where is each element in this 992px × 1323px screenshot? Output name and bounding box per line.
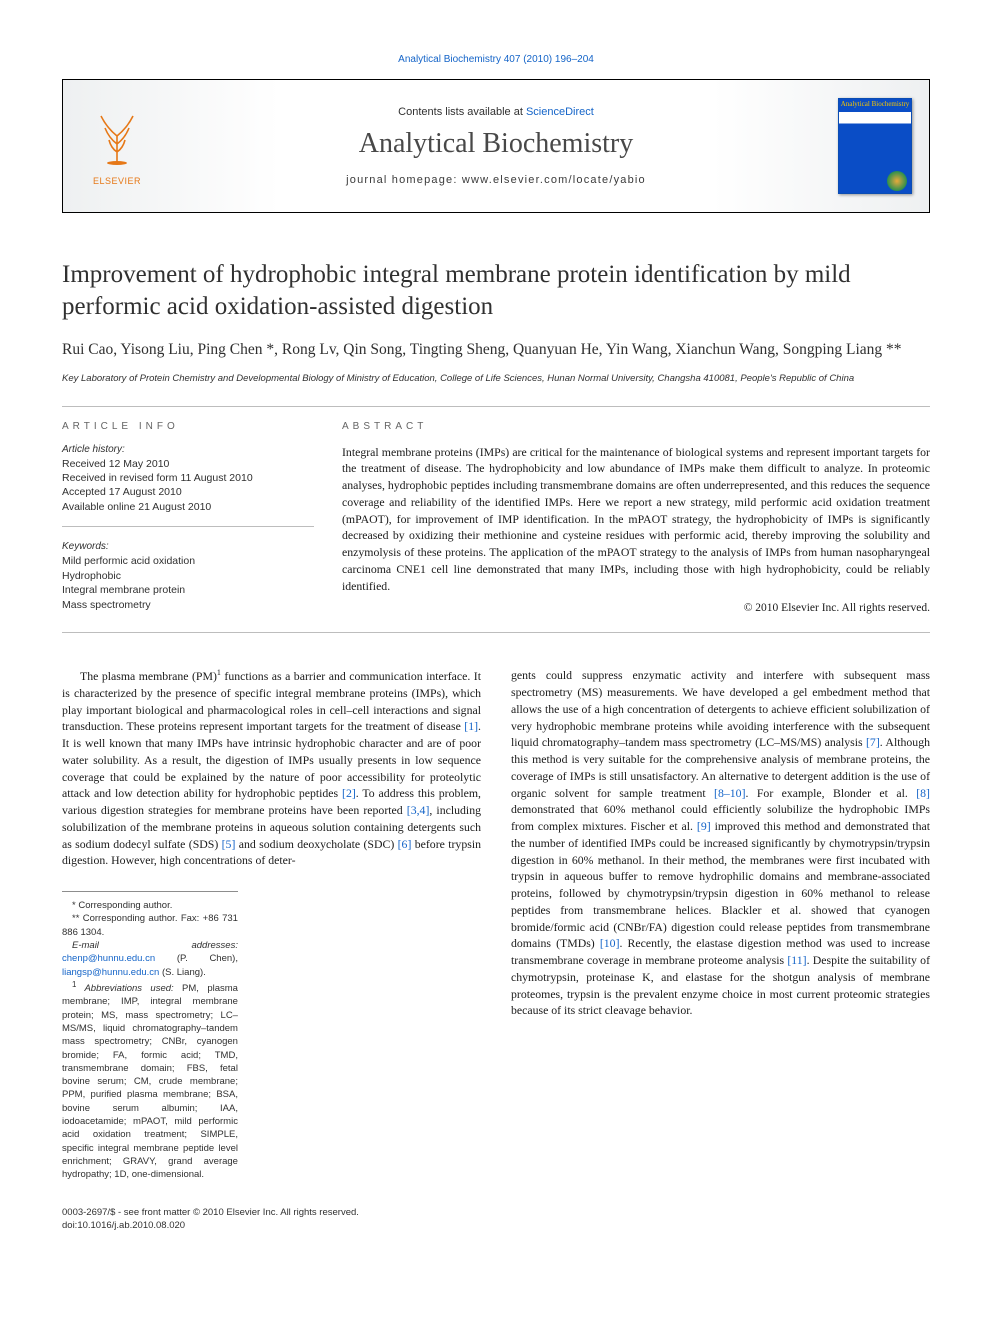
body-columns: The plasma membrane (PM)1 functions as a… [62,667,930,1232]
ref-link[interactable]: [11] [787,953,806,967]
journal-cover-art-icon [887,171,907,191]
journal-cover-container: Analytical Biochemistry [821,80,929,212]
journal-masthead: ELSEVIER Contents lists available at Sci… [62,79,930,213]
ref-link[interactable]: [3,4] [407,803,430,817]
footnotes-block: * Corresponding author. ** Corresponding… [62,891,238,1181]
ref-link[interactable]: [1] [464,719,478,733]
publisher-logo-container: ELSEVIER [63,80,171,212]
ref-link[interactable]: [8] [916,786,930,800]
keyword: Mass spectrometry [62,598,314,612]
body-column-left: The plasma membrane (PM)1 functions as a… [62,667,481,1232]
ref-link[interactable]: [9] [697,819,711,833]
email-label: E-mail addresses: [72,940,238,951]
history-received: Received 12 May 2010 [62,457,314,471]
journal-cover: Analytical Biochemistry [838,98,912,194]
history-accepted: Accepted 17 August 2010 [62,485,314,499]
journal-cover-title: Analytical Biochemistry [839,101,911,109]
keyword: Mild performic acid oxidation [62,554,314,568]
page-header-link[interactable]: Analytical Biochemistry 407 (2010) 196–2… [398,54,594,65]
publisher-name: ELSEVIER [93,176,141,186]
keyword: Integral membrane protein [62,583,314,597]
title-block: Improvement of hydrophobic integral memb… [62,259,930,386]
abstract-column: ABSTRACT Integral membrane proteins (IMP… [342,421,930,615]
body-paragraph: gents could suppress enzymatic activity … [511,667,930,1019]
contents-prefix: Contents lists available at [398,106,526,118]
article-info-head: ARTICLE INFO [62,421,314,432]
ref-link[interactable]: [6] [398,837,412,851]
affiliation: Key Laboratory of Protein Chemistry and … [62,373,930,386]
info-abstract-row: ARTICLE INFO Article history: Received 1… [62,421,930,615]
ref-link[interactable]: [10] [600,936,620,950]
homepage-url[interactable]: www.elsevier.com/locate/yabio [462,174,646,186]
author-list: Rui Cao, Yisong Liu, Ping Chen *, Rong L… [62,339,930,361]
journal-homepage-line: journal homepage: www.elsevier.com/locat… [346,174,646,186]
footnote-corresponding-2: ** Corresponding author. Fax: +86 731 88… [62,912,238,939]
ref-link[interactable]: [2] [342,786,356,800]
abstract-text: Integral membrane proteins (IMPs) are cr… [342,444,930,595]
elsevier-logo: ELSEVIER [81,102,153,190]
abbr-label: Abbreviations used: [76,983,173,994]
divider [62,406,930,407]
email-who: (S. Liang). [159,967,205,978]
history-online: Available online 21 August 2010 [62,500,314,514]
body-column-right: gents could suppress enzymatic activity … [511,667,930,1232]
email-link[interactable]: chenp@hunnu.edu.cn [62,953,155,964]
history-revised: Received in revised form 11 August 2010 [62,471,314,485]
ref-link[interactable]: [7] [866,735,880,749]
bottom-meta: 0003-2697/$ - see front matter © 2010 El… [62,1206,481,1233]
ref-link[interactable]: [5] [222,837,236,851]
ref-link[interactable]: [8–10] [714,786,745,800]
homepage-label: journal homepage: [346,174,462,186]
divider [62,632,930,633]
body-text-run: and sodium deoxycholate (SDC) [235,837,397,851]
elsevier-tree-icon [89,106,145,172]
article-history-label: Article history: [62,444,314,455]
email-link[interactable]: liangsp@hunnu.edu.cn [62,967,159,978]
page-header: Analytical Biochemistry 407 (2010) 196–2… [62,54,930,65]
journal-name: Analytical Biochemistry [359,128,634,160]
keyword: Hydrophobic [62,569,314,583]
footnote-corresponding-1: * Corresponding author. [62,899,238,912]
abstract-copyright: © 2010 Elsevier Inc. All rights reserved… [342,602,930,614]
body-paragraph: The plasma membrane (PM)1 functions as a… [62,667,481,869]
abbr-text: PM, plasma membrane; IMP, integral membr… [62,983,238,1180]
issn-line: 0003-2697/$ - see front matter © 2010 El… [62,1206,481,1219]
doi-line: doi:10.1016/j.ab.2010.08.020 [62,1219,481,1232]
masthead-center: Contents lists available at ScienceDirec… [171,80,821,212]
email-who: (P. Chen), [155,953,238,964]
footnote-emails: E-mail addresses: chenp@hunnu.edu.cn (P.… [62,939,238,979]
keywords-label: Keywords: [62,541,314,552]
body-text-run: The plasma membrane (PM) [80,669,217,683]
footnote-abbreviations: 1 Abbreviations used: PM, plasma membran… [62,979,238,1182]
contents-lists-line: Contents lists available at ScienceDirec… [398,106,594,118]
body-text-run: . For example, Blonder et al. [746,786,917,800]
abstract-head: ABSTRACT [342,421,930,432]
article-info-column: ARTICLE INFO Article history: Received 1… [62,421,342,615]
article-title: Improvement of hydrophobic integral memb… [62,259,930,323]
sciencedirect-link[interactable]: ScienceDirect [526,106,594,118]
body-text-run: improved this method and demonstrated th… [511,819,930,950]
